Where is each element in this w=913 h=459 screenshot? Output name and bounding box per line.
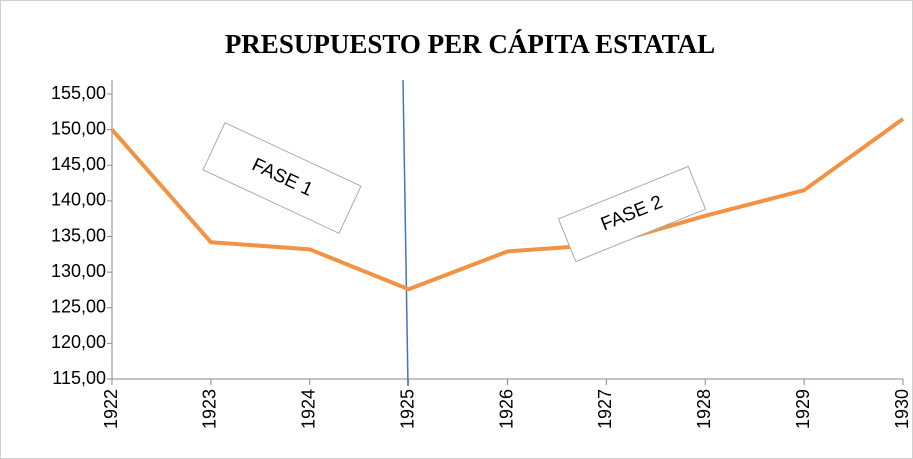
y-tick-label: 120,00 [51, 332, 106, 352]
y-tick-label: 140,00 [51, 190, 106, 210]
line-series [110, 117, 905, 292]
x-tick-label: 1926 [496, 389, 516, 429]
chart-title: PRESUPUESTO PER CÁPITA ESTATAL [225, 29, 715, 59]
y-tick-label: 135,00 [51, 225, 106, 245]
x-tick-label: 1925 [397, 389, 417, 429]
divider-line [402, 79, 409, 387]
annotation-box [202, 122, 362, 234]
x-tick-label: 1924 [299, 389, 319, 429]
x-tick-label: 1930 [892, 389, 912, 429]
y-tick-label: 125,00 [51, 297, 106, 317]
annotation: FASE 1 [202, 122, 362, 234]
x-tick-label: 1922 [101, 389, 121, 429]
y-tick-label: 115,00 [52, 368, 106, 388]
x-tick-label: 1929 [793, 389, 813, 429]
y-tick-label: 150,00 [51, 118, 106, 138]
y-tick-label: 130,00 [51, 261, 106, 281]
annotation-box [557, 165, 707, 263]
annotation: FASE 2 [557, 165, 707, 263]
y-tick-label: 155,00 [51, 83, 106, 103]
x-tick-label: 1923 [200, 389, 220, 429]
x-tick-label: 1927 [595, 389, 615, 429]
x-tick-label: 1928 [694, 389, 714, 429]
y-tick-label: 145,00 [51, 154, 106, 174]
